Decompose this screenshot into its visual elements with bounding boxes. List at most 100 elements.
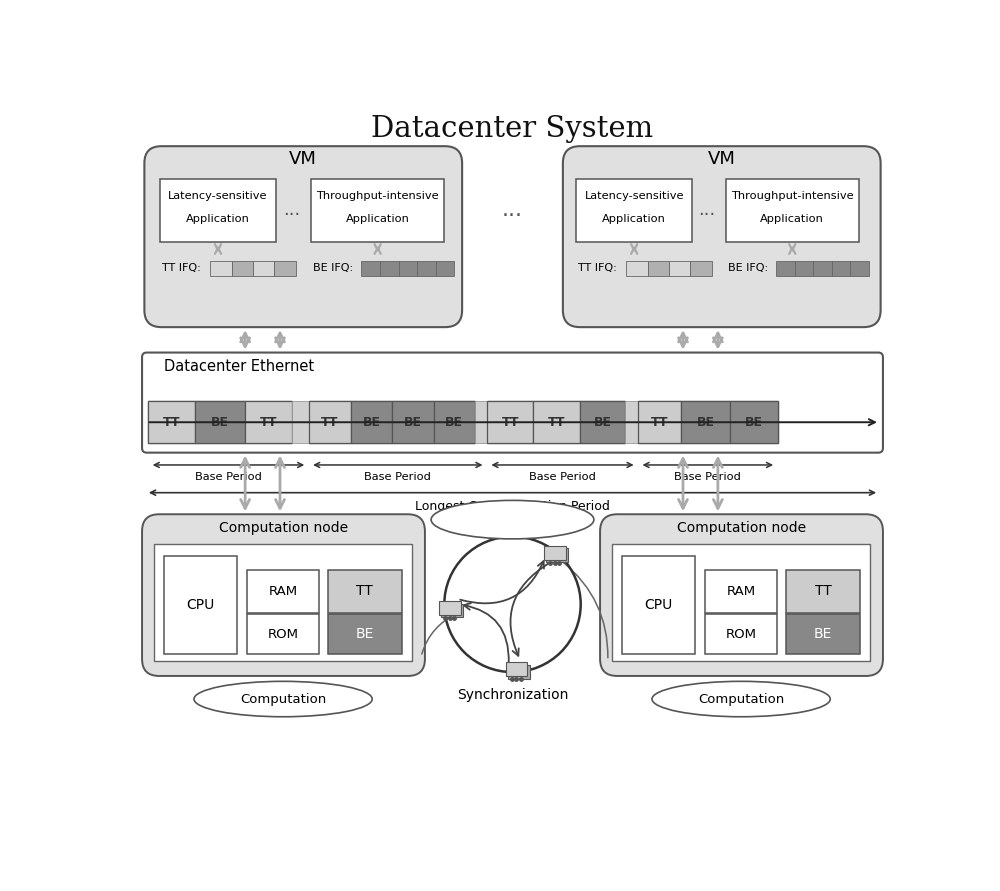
Bar: [726, 179, 859, 242]
Text: TT: TT: [321, 416, 338, 429]
Bar: [786, 569, 860, 613]
Text: CPU: CPU: [186, 598, 215, 612]
Bar: [475, 401, 487, 444]
Text: ROM: ROM: [726, 628, 757, 641]
Text: Base Period: Base Period: [529, 472, 596, 482]
Text: ROM: ROM: [268, 628, 299, 641]
Bar: [148, 401, 292, 444]
Bar: [508, 665, 530, 679]
Bar: [487, 401, 533, 444]
Text: TT: TT: [501, 416, 519, 429]
Bar: [164, 556, 237, 654]
Bar: [776, 261, 795, 276]
Bar: [681, 401, 730, 444]
Text: BE: BE: [445, 416, 463, 429]
FancyBboxPatch shape: [563, 146, 881, 327]
Text: Datacenter System: Datacenter System: [371, 115, 654, 143]
Text: Base Period: Base Period: [674, 472, 741, 482]
Bar: [546, 548, 568, 562]
Text: Application: Application: [186, 214, 250, 224]
Text: Longest Communication Period: Longest Communication Period: [415, 500, 610, 512]
Bar: [154, 544, 412, 660]
Bar: [351, 401, 392, 444]
Bar: [544, 546, 566, 560]
Text: BE IFQ:: BE IFQ:: [313, 263, 353, 273]
Text: Latency-sensitive: Latency-sensitive: [168, 192, 268, 201]
Bar: [626, 261, 648, 276]
Bar: [309, 401, 351, 444]
Bar: [392, 401, 434, 444]
Bar: [417, 261, 436, 276]
Bar: [612, 544, 870, 660]
Bar: [309, 401, 475, 444]
Text: BE: BE: [362, 416, 380, 429]
Text: VM: VM: [708, 151, 736, 168]
Bar: [247, 569, 319, 613]
Bar: [622, 556, 695, 654]
Text: TT: TT: [260, 416, 277, 429]
Bar: [533, 401, 580, 444]
Text: Base Period: Base Period: [195, 472, 262, 482]
FancyBboxPatch shape: [142, 514, 425, 676]
Text: ...: ...: [698, 201, 715, 219]
Bar: [690, 261, 712, 276]
Bar: [160, 179, 276, 242]
Text: TT: TT: [356, 584, 373, 598]
Text: TT IFQ:: TT IFQ:: [162, 263, 201, 273]
Text: BE: BE: [356, 627, 374, 642]
Bar: [832, 261, 850, 276]
Bar: [436, 261, 454, 276]
Bar: [195, 401, 245, 444]
Text: Base Period: Base Period: [364, 472, 431, 482]
Text: Computation node: Computation node: [219, 521, 348, 535]
Bar: [813, 261, 832, 276]
Text: Computation: Computation: [240, 692, 326, 706]
Ellipse shape: [431, 501, 594, 539]
Text: Synchronization: Synchronization: [457, 688, 568, 702]
Text: Computation: Computation: [698, 692, 784, 706]
Text: CPU: CPU: [644, 598, 673, 612]
Bar: [292, 401, 309, 444]
Text: Communication: Communication: [460, 513, 565, 527]
Text: Computation node: Computation node: [677, 521, 806, 535]
Text: TT IFQ:: TT IFQ:: [578, 263, 617, 273]
Bar: [638, 401, 778, 444]
Bar: [434, 401, 475, 444]
Text: Throughput-intensive: Throughput-intensive: [731, 192, 854, 201]
Ellipse shape: [652, 682, 830, 716]
Text: TT: TT: [548, 416, 565, 429]
Text: Application: Application: [602, 214, 666, 224]
Text: BE: BE: [814, 627, 832, 642]
Text: TT: TT: [815, 584, 831, 598]
Text: RAM: RAM: [269, 584, 298, 598]
Bar: [786, 615, 860, 654]
Text: BE: BE: [404, 416, 422, 429]
Bar: [625, 401, 638, 444]
Text: BE: BE: [696, 416, 714, 429]
Bar: [380, 261, 399, 276]
Bar: [439, 601, 461, 615]
Text: Application: Application: [760, 214, 824, 224]
Text: Application: Application: [346, 214, 410, 224]
Bar: [328, 615, 402, 654]
Text: BE IFQ:: BE IFQ:: [728, 263, 768, 273]
Bar: [638, 401, 681, 444]
Bar: [705, 569, 777, 613]
Text: TT: TT: [163, 416, 180, 429]
Bar: [210, 261, 232, 276]
FancyBboxPatch shape: [142, 353, 883, 453]
Bar: [580, 401, 625, 444]
Ellipse shape: [194, 682, 372, 716]
Bar: [245, 401, 292, 444]
Bar: [328, 569, 402, 613]
Bar: [487, 401, 625, 444]
Bar: [232, 261, 253, 276]
FancyBboxPatch shape: [600, 514, 883, 676]
Text: BE: BE: [745, 416, 763, 429]
Text: Latency-sensitive: Latency-sensitive: [584, 192, 684, 201]
Text: VM: VM: [289, 151, 317, 168]
Bar: [274, 261, 296, 276]
Bar: [311, 179, 444, 242]
Bar: [506, 663, 527, 676]
Text: ...: ...: [283, 201, 300, 219]
